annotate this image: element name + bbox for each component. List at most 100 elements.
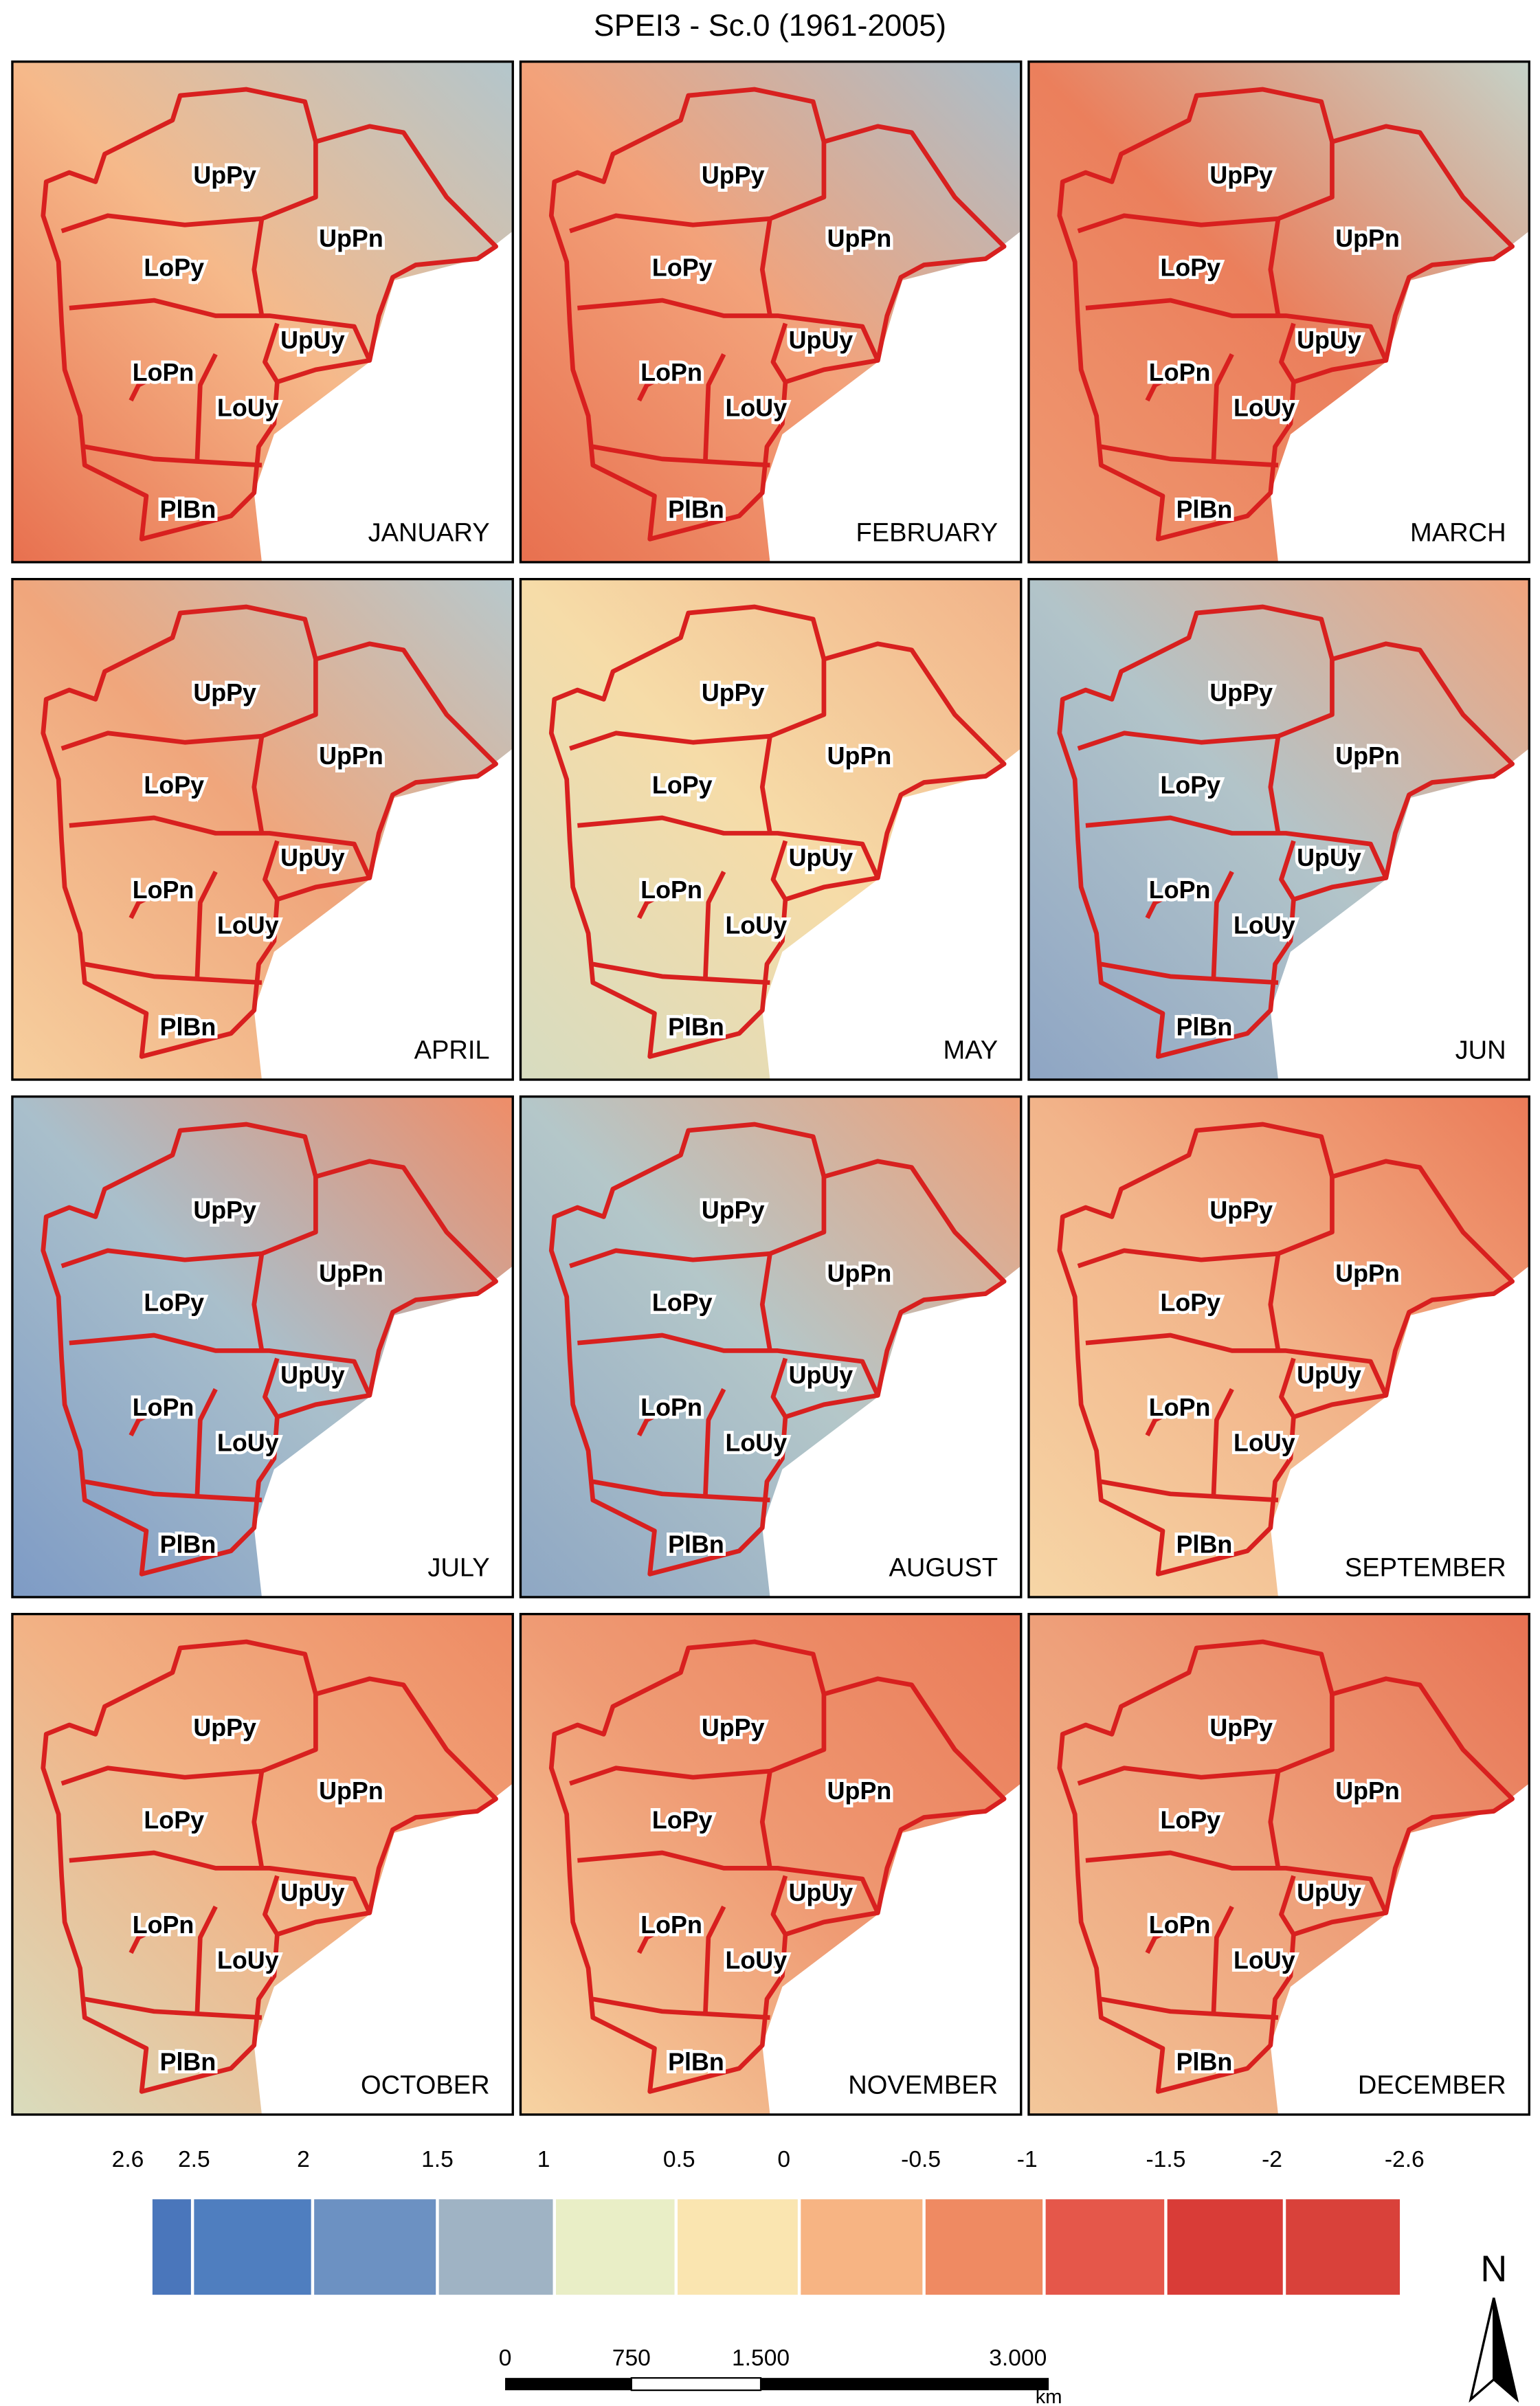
- legend-label: 0.5: [663, 2147, 695, 2172]
- region-label: UpUy: [1297, 1879, 1361, 1906]
- subbasin-border: [194, 870, 218, 980]
- legend-label: 2.5: [178, 2147, 210, 2172]
- region-label: LoPn: [133, 876, 194, 904]
- month-label: MARCH: [1410, 519, 1506, 548]
- subbasin-border: [1077, 142, 1335, 234]
- subbasin-border: [1085, 815, 1388, 879]
- subbasin-border: [569, 1177, 827, 1269]
- month-label: APRIL: [414, 1036, 490, 1065]
- map-panel: UpPy UpPn LoPy UpUy LoPn LoUy PlBn AUGUST: [519, 1095, 1023, 1599]
- subbasin-border: [637, 893, 664, 920]
- subbasin-border: [770, 322, 788, 383]
- subbasin-border: [252, 735, 265, 834]
- legend-swatch: [1167, 2199, 1283, 2295]
- subbasin-border: [1077, 659, 1335, 751]
- subbasin-border: [60, 1694, 318, 1786]
- subbasin-border: [770, 1875, 788, 1936]
- ocean: [1270, 1783, 1530, 2115]
- region-label: UpPy: [702, 161, 765, 189]
- month-label: NOVEMBER: [848, 2071, 998, 2100]
- region-label: UpPy: [702, 679, 765, 706]
- subbasin-border: [1279, 1357, 1296, 1418]
- region-label: PlBn: [668, 2048, 724, 2075]
- map-panel: UpPy UpPn LoPy UpUy LoPn LoUy PlBn SEPTEMBER: [1027, 1095, 1530, 1599]
- legend-swatch: [678, 2199, 798, 2295]
- region-label: UpPn: [319, 1777, 383, 1805]
- subbasin-border: [1085, 1850, 1388, 1914]
- subbasin-border: [129, 1928, 155, 1954]
- month-label: JULY: [427, 1554, 489, 1583]
- subbasin-border: [1085, 1333, 1388, 1396]
- month-label: MAY: [943, 1036, 998, 1065]
- region-label: LoPn: [1149, 359, 1211, 386]
- legend-label: 1.5: [421, 2147, 454, 2172]
- legend-label: -1.5: [1146, 2147, 1185, 2172]
- panel-frame: [1027, 60, 1530, 564]
- subbasin-border: [263, 1357, 280, 1418]
- region-label: UpPn: [319, 1260, 383, 1287]
- region-label: PlBn: [668, 496, 724, 524]
- region-label: LoPn: [640, 876, 702, 904]
- region-label: LoPn: [133, 1911, 194, 1939]
- region-label: LoPy: [1160, 1807, 1220, 1834]
- basin-outline: [1057, 1122, 1515, 1577]
- region-label: PlBn: [160, 2048, 216, 2075]
- subbasin-border: [1279, 1875, 1296, 1936]
- legend-swatch: [801, 2199, 923, 2295]
- subbasin-border: [1100, 1479, 1279, 1503]
- ocean: [1270, 1266, 1530, 1597]
- subbasin-border: [69, 298, 372, 361]
- ocean: [254, 748, 513, 1080]
- subbasin-border: [1268, 1770, 1281, 1869]
- scale-segment: [761, 2378, 1049, 2391]
- map-panel: UpPy UpPn LoPy UpUy LoPn LoUy PlBn MARCH: [1027, 60, 1530, 564]
- region-label: UpUy: [280, 1879, 345, 1906]
- region-label: LoPy: [144, 254, 204, 282]
- subbasin-border: [194, 1388, 218, 1497]
- subbasin-border: [1145, 375, 1172, 402]
- region-label: UpUy: [1297, 326, 1361, 354]
- legend-swatch: [1286, 2199, 1400, 2295]
- panel-frame: [519, 1612, 1023, 2116]
- region-label: UpPn: [827, 742, 892, 770]
- region-label: LoPn: [1149, 1911, 1211, 1939]
- subbasin-border: [592, 444, 770, 468]
- region-label: LoPn: [133, 359, 194, 386]
- subbasin-border: [703, 1905, 726, 2015]
- region-label: UpUy: [280, 1361, 345, 1389]
- region-label: LoPy: [652, 1289, 713, 1317]
- subbasin-border: [194, 353, 218, 463]
- ocean: [762, 1783, 1021, 2115]
- region-label: LoPy: [652, 1807, 713, 1834]
- subbasin-border: [69, 815, 372, 879]
- region-label: UpPy: [1209, 1196, 1273, 1224]
- panel-frame: [11, 60, 514, 564]
- subbasin-border: [592, 1996, 770, 2020]
- subbasin-border: [1100, 961, 1279, 985]
- subbasin-border: [1145, 1410, 1172, 1437]
- subbasin-border: [637, 1410, 664, 1437]
- arrow-left: [1469, 2297, 1495, 2403]
- region-label: UpUy: [1297, 844, 1361, 871]
- subbasin-border: [577, 298, 880, 361]
- region-label: UpUy: [789, 844, 853, 871]
- subbasin-border: [60, 1177, 318, 1269]
- month-label: JANUARY: [368, 519, 490, 548]
- region-label: UpPy: [1209, 161, 1273, 189]
- region-label: UpUy: [789, 1879, 853, 1906]
- subbasin-border: [1211, 1388, 1234, 1497]
- basin-outline: [1057, 1639, 1515, 2094]
- subbasin-border: [637, 1928, 664, 1954]
- subbasin-border: [1268, 1253, 1281, 1351]
- region-label: LoUy: [217, 1947, 279, 1974]
- scale-label: 3.000: [989, 2346, 1047, 2371]
- scale-segment: [630, 2377, 762, 2392]
- basin-outline: [548, 1122, 1007, 1577]
- region-label: LoUy: [217, 394, 279, 422]
- ocean: [254, 1266, 513, 1597]
- subbasin-border: [84, 961, 263, 985]
- basin-outline: [548, 604, 1007, 1059]
- scale-label: 1.500: [732, 2346, 790, 2371]
- region-label: LoPy: [1160, 772, 1220, 799]
